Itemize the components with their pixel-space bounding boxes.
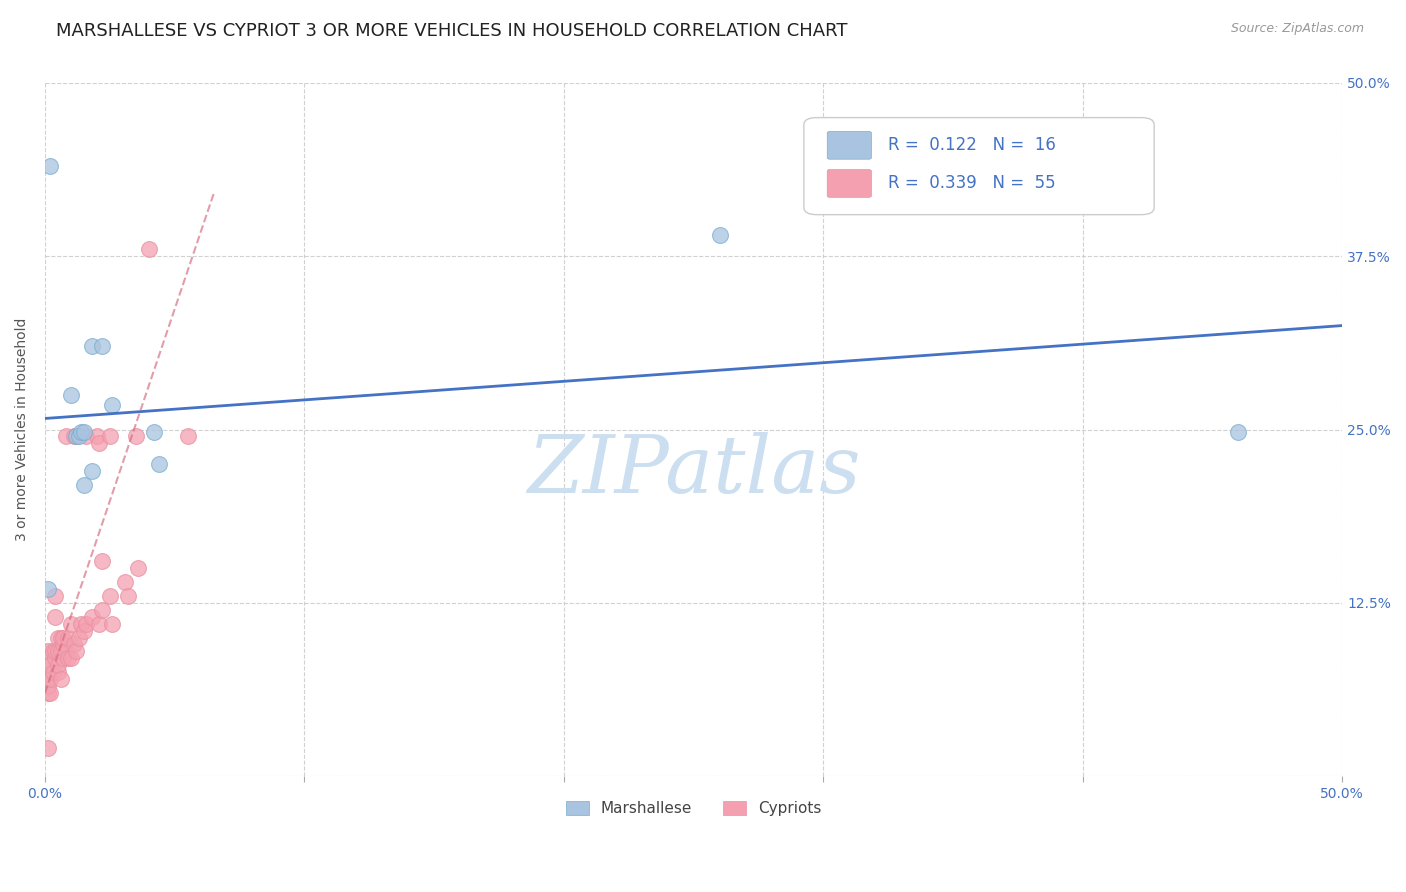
Point [46,658,69,673]
Point [80,609,103,624]
Point [44,589,66,603]
Point [138,243,160,257]
Point [1227,425,1250,440]
Point [37,582,59,596]
Point [80,464,103,478]
Point [37,672,59,686]
Point [91,603,114,617]
Point [49,631,72,645]
Point [65,429,87,443]
Text: MARSHALLESE VS CYPRIOT 3 OR MORE VEHICLES IN HOUSEHOLD CORRELATION CHART: MARSHALLESE VS CYPRIOT 3 OR MORE VEHICLE… [56,22,848,40]
Point [98,429,121,443]
Point [70,425,93,440]
Point [42,644,65,658]
Point [98,589,121,603]
Point [39,672,62,686]
Point [52,631,75,645]
Point [101,398,124,412]
Point [89,616,111,631]
FancyBboxPatch shape [827,131,872,159]
Text: Source: ZipAtlas.com: Source: ZipAtlas.com [1230,22,1364,36]
Point [86,429,108,443]
Point [70,616,93,631]
Point [44,651,66,665]
Point [46,665,69,680]
Point [176,429,198,443]
Point [55,644,77,658]
Point [709,228,731,243]
Point [91,339,114,353]
Point [39,658,62,673]
Point [67,429,90,443]
Point [67,631,90,645]
Point [59,388,82,402]
Point [37,679,59,693]
Point [73,478,96,492]
Point [46,644,69,658]
Text: R =  0.339   N =  55: R = 0.339 N = 55 [889,175,1056,193]
Point [46,631,69,645]
Point [58,651,80,665]
Point [39,159,62,173]
Legend: Marshallese, Cypriots: Marshallese, Cypriots [558,794,830,824]
Point [52,651,75,665]
Point [49,672,72,686]
Point [76,429,98,443]
Text: ZIPatlas: ZIPatlas [527,433,860,510]
Point [37,644,59,658]
Point [142,425,165,440]
Point [44,609,66,624]
Point [125,429,148,443]
Point [52,637,75,651]
Point [49,644,72,658]
Point [59,616,82,631]
Point [58,631,80,645]
Point [91,554,114,568]
Point [80,339,103,353]
Point [89,436,111,450]
Point [62,429,84,443]
Point [114,575,136,590]
Point [39,686,62,700]
Point [65,429,87,443]
Point [44,644,66,658]
Point [37,741,59,756]
Point [127,561,149,575]
Point [148,457,170,471]
Y-axis label: 3 or more Vehicles in Household: 3 or more Vehicles in Household [15,318,30,541]
Point [76,616,98,631]
Point [55,429,77,443]
FancyBboxPatch shape [827,169,872,197]
Point [117,589,139,603]
Point [73,425,96,440]
Point [37,658,59,673]
Point [59,651,82,665]
FancyBboxPatch shape [804,118,1154,215]
Point [101,616,124,631]
Point [37,686,59,700]
Point [73,624,96,638]
Point [62,637,84,651]
Text: R =  0.122   N =  16: R = 0.122 N = 16 [889,136,1056,154]
Point [42,665,65,680]
Point [65,644,87,658]
